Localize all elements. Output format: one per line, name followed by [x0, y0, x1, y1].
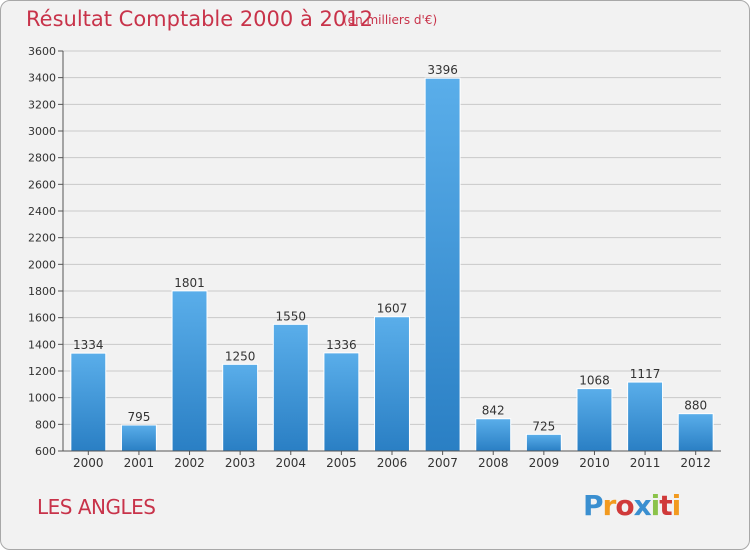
y-tick-label: 2800 [28, 152, 56, 165]
x-tick-label: 2003 [225, 456, 256, 470]
chart-title: Résultat Comptable 2000 à 2012 [26, 7, 373, 31]
data-label: 1117 [630, 367, 661, 381]
x-tick-label: 2002 [174, 456, 205, 470]
x-tick-label: 2007 [427, 456, 458, 470]
bar [424, 77, 461, 452]
data-label: 1607 [377, 302, 408, 316]
y-tick-label: 1200 [28, 365, 56, 378]
bar [627, 381, 664, 452]
data-label: 1336 [326, 338, 357, 352]
bar [576, 388, 613, 452]
y-tick-label: 1800 [28, 285, 56, 298]
x-axis: 2000 2001 2002 2003 2004 2005 2006 2007 2008 2009… [63, 450, 721, 470]
bar [374, 316, 410, 452]
bar [475, 418, 512, 452]
proxiti-logo[interactable]: Proxiti [583, 489, 681, 522]
x-tick-label: 2010 [579, 456, 610, 470]
x-tick-label: 2012 [680, 456, 711, 470]
y-tick-label: 1400 [28, 338, 56, 351]
y-tick-label: 3200 [28, 98, 56, 111]
x-tick-label: 2001 [124, 456, 155, 470]
data-label: 880 [684, 399, 707, 413]
y-tick-label: 2200 [28, 232, 56, 245]
bar [222, 363, 259, 452]
data-label: 1334 [73, 338, 104, 352]
data-label: 1801 [174, 276, 205, 290]
y-tick-label: 2400 [28, 205, 56, 218]
data-label: 1250 [225, 349, 256, 363]
commune-name: LES ANGLES [37, 495, 156, 519]
bar [323, 352, 360, 452]
bar [677, 413, 714, 452]
x-tick-label: 2005 [326, 456, 357, 470]
data-labels: 1334 795 1801 1250 1550 1336 1607 3396 842 725 106… [73, 63, 707, 433]
data-label: 3396 [427, 63, 458, 77]
data-label: 1068 [579, 374, 610, 388]
data-label: 1550 [275, 309, 306, 323]
y-tick-label: 3600 [28, 45, 56, 58]
y-tick-label: 1000 [28, 392, 56, 405]
data-label: 842 [482, 404, 505, 418]
bar [272, 323, 309, 452]
y-tick-label: 2600 [28, 178, 56, 191]
x-tick-label: 2006 [377, 456, 408, 470]
y-tick-label: 1600 [28, 312, 56, 325]
x-tick-label: 2004 [275, 456, 306, 470]
y-tick-label: 2000 [28, 258, 56, 271]
bar [120, 424, 157, 452]
y-tick-label: 3000 [28, 125, 56, 138]
x-tick-label: 2011 [630, 456, 661, 470]
x-tick-label: 2008 [478, 456, 509, 470]
chart-subtitle: (en milliers d'€) [343, 13, 438, 27]
data-label: 795 [127, 410, 150, 424]
bars [70, 77, 714, 452]
bar [171, 290, 208, 452]
y-axis: 600 800 1000 1200 1400 1600 1800 2000 2200 2400 26… [28, 45, 64, 458]
y-tick-label: 800 [35, 418, 56, 431]
bar [70, 352, 107, 452]
y-tick-label: 600 [35, 445, 56, 458]
data-label: 725 [532, 419, 555, 433]
bar [525, 433, 562, 452]
x-tick-label: 2000 [73, 456, 104, 470]
x-tick-label: 2009 [529, 456, 560, 470]
y-tick-label: 3400 [28, 72, 56, 85]
